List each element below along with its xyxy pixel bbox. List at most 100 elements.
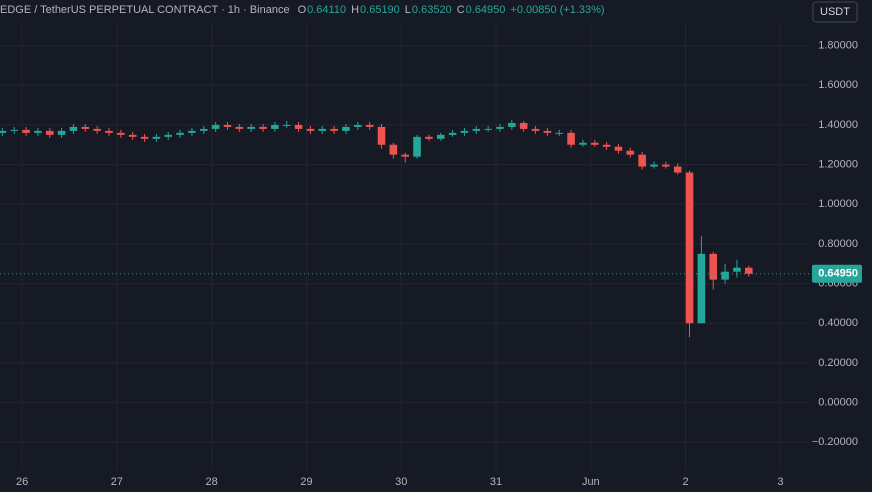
- price-change: +0.00850 (+1.33%): [510, 4, 604, 16]
- currency-button-label[interactable]: USDT: [820, 6, 850, 18]
- ohlc-key: C: [457, 4, 465, 16]
- x-tick-label: 2: [683, 476, 689, 488]
- candle-body: [448, 132, 457, 135]
- last-price-label: 0.64950: [818, 268, 858, 280]
- candle-body: [22, 129, 30, 133]
- x-tick-label: 30: [395, 476, 407, 488]
- candle-body: [555, 132, 564, 134]
- candle-body: [579, 142, 587, 145]
- candle-body: [69, 126, 78, 131]
- ohlc-key: H: [351, 4, 359, 16]
- candle-body: [330, 128, 338, 131]
- candle-body: [650, 164, 658, 167]
- candle-body: [673, 166, 682, 173]
- ohlc-value: 0.63520: [412, 4, 452, 16]
- candle-body: [377, 126, 386, 145]
- candle-body: [389, 144, 398, 155]
- candle-body: [531, 128, 540, 131]
- candle-body: [10, 129, 19, 131]
- candle-body: [685, 172, 694, 324]
- candle-body: [247, 126, 255, 129]
- plot: −0.200000.000000.200000.400000.600000.80…: [0, 24, 862, 488]
- x-tick-label: 27: [111, 476, 123, 488]
- candle-body: [472, 128, 481, 131]
- candle-body: [484, 128, 492, 130]
- ohlc-value: 0.64110: [307, 4, 346, 16]
- candle-body: [176, 132, 184, 135]
- last-price-tag: [812, 264, 862, 283]
- candle-body: [733, 267, 741, 272]
- ohlc-key: L: [405, 4, 411, 16]
- candle-body: [223, 124, 232, 127]
- candle-body: [543, 130, 552, 133]
- ohlc-key: O: [298, 4, 307, 16]
- y-tick-label: 0.20000: [818, 357, 858, 369]
- candle-body: [152, 136, 161, 139]
- candle-body: [188, 130, 196, 133]
- candle-body: [164, 134, 173, 137]
- candle-body: [508, 122, 516, 127]
- candle-body: [721, 271, 729, 280]
- x-tick-label: 3: [777, 476, 783, 488]
- candle-body: [105, 130, 113, 133]
- candle-body: [294, 124, 303, 129]
- candle-body: [342, 126, 350, 131]
- candle-body: [496, 126, 504, 129]
- candle-body: [425, 136, 433, 139]
- candle-body: [211, 124, 220, 129]
- candle-body: [140, 136, 149, 139]
- candle-body: [117, 132, 125, 135]
- x-tick-label: 31: [490, 476, 502, 488]
- candle-body: [282, 124, 291, 126]
- candle-body: [744, 267, 753, 274]
- y-tick-label: 0.00000: [818, 396, 858, 408]
- candle-body: [128, 134, 137, 137]
- x-tick-label: 28: [206, 476, 218, 488]
- candle-body: [401, 154, 409, 157]
- candle-body: [662, 164, 670, 167]
- y-tick-label: 1.00000: [818, 198, 858, 210]
- candle-body: [460, 130, 469, 133]
- candle-body: [436, 134, 445, 139]
- currency-button[interactable]: [812, 1, 858, 23]
- candle-body: [81, 126, 90, 129]
- candle-body: [709, 253, 718, 280]
- candle-body: [318, 128, 327, 131]
- y-tick-label: 0.40000: [818, 317, 858, 329]
- x-tick-label: 29: [300, 476, 312, 488]
- y-tick-label: 1.40000: [818, 119, 858, 131]
- candle-body: [0, 130, 7, 133]
- ohlc-value: 0.64950: [466, 4, 506, 16]
- candle-body: [602, 144, 611, 147]
- candle-body: [199, 128, 208, 131]
- candle-body: [614, 146, 623, 151]
- candle-body: [57, 130, 66, 135]
- candle-body: [638, 154, 646, 167]
- candle-body: [697, 253, 706, 324]
- candle-body: [34, 130, 42, 133]
- candle-body: [271, 124, 279, 129]
- x-tick-label: Jun: [582, 476, 600, 488]
- candle-body: [45, 130, 54, 135]
- candle-body: [626, 150, 635, 155]
- ohlc-value: 0.65190: [360, 4, 400, 16]
- x-tick-label: 26: [16, 476, 28, 488]
- candle-body: [567, 132, 575, 145]
- candle-body: [365, 124, 374, 127]
- y-tick-label: 1.60000: [818, 79, 858, 91]
- candle-body: [354, 124, 362, 127]
- candle-body: [235, 126, 244, 129]
- candle-body: [590, 142, 599, 145]
- y-tick-label: −0.20000: [812, 436, 858, 448]
- candle-body: [306, 128, 315, 131]
- candle-body: [93, 128, 101, 131]
- candle-body: [413, 136, 421, 157]
- symbol-title: EDGE / TetherUS PERPETUAL CONTRACT · 1h …: [0, 4, 290, 16]
- ohlc-legend: O 0.64110 H 0.65190 L 0.63520 C 0.64950 +0.00850…: [298, 4, 605, 16]
- y-tick-label: 1.80000: [818, 40, 858, 52]
- y-tick-label: 0.80000: [818, 238, 858, 250]
- candle-body: [259, 126, 267, 129]
- y-tick-label: 1.20000: [818, 159, 858, 171]
